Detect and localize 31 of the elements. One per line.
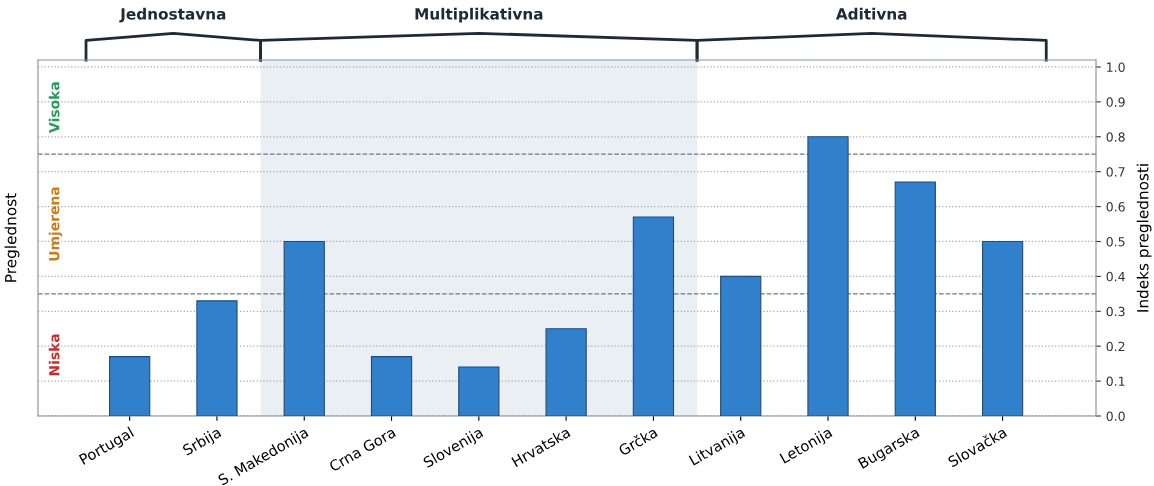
y-tick-label: 0.8 <box>1106 132 1125 142</box>
bar <box>458 366 500 416</box>
annotation: Niska <box>48 334 60 376</box>
bar <box>632 216 675 416</box>
annotation: Umjerena <box>48 187 63 261</box>
bar <box>545 328 587 416</box>
bar <box>981 240 1024 416</box>
text: Jednostavna <box>119 7 226 23</box>
text: Multiplikativna <box>415 7 543 23</box>
text: Preglednost <box>4 193 20 282</box>
bar <box>807 136 849 416</box>
y-tick-label: 0.3 <box>1106 306 1125 317</box>
y-tick-label: 0.1 <box>1106 376 1125 387</box>
bar <box>720 275 762 416</box>
y-tick-label: 1.0 <box>1107 62 1125 72</box>
y-tick-label: 0.6 <box>1106 202 1125 212</box>
y-axis-title: Indeks preglednosti <box>1136 164 1152 312</box>
annotation: Visoka <box>48 82 60 133</box>
text: Aditivna <box>835 7 907 20</box>
y-tick-label: 0.4 <box>1106 271 1125 282</box>
bar <box>196 300 238 416</box>
bar <box>283 240 325 416</box>
y-tick-label: 0.9 <box>1106 97 1125 107</box>
x-tick-label: Crna Gora <box>328 426 397 473</box>
y-tick-label: 0.7 <box>1106 167 1125 177</box>
bar <box>894 181 936 416</box>
bar <box>109 356 151 416</box>
bar <box>370 356 413 416</box>
y-tick-label: 0.5 <box>1106 236 1125 247</box>
y-tick-label: 0.2 <box>1106 341 1125 352</box>
y-tick-label: 0.0 <box>1106 411 1125 421</box>
